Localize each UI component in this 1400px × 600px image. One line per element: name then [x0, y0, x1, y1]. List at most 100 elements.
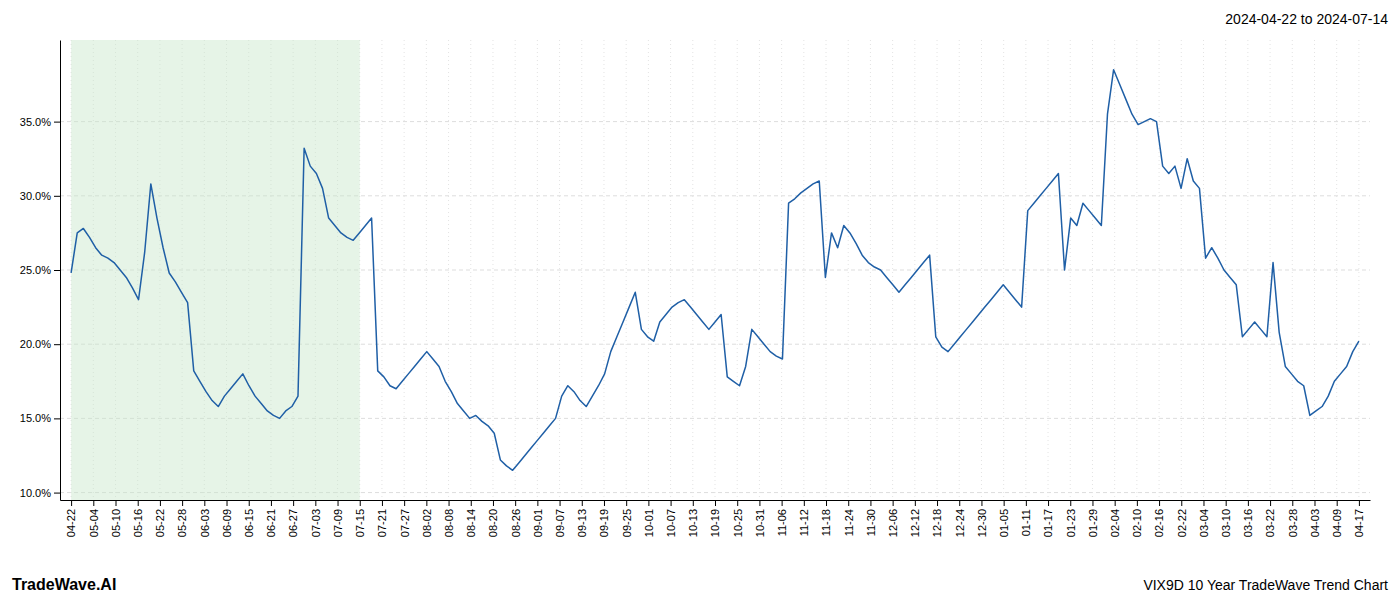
x-tick-mark	[560, 500, 561, 506]
x-tick-label: 10-31	[754, 509, 766, 537]
title: VIX9D 10 Year TradeWave Trend Chart	[1143, 577, 1388, 593]
x-tick-label: 06-15	[243, 509, 255, 537]
grid-line-x	[1070, 40, 1071, 500]
x-tick: 04-03	[1309, 500, 1321, 537]
x-tick: 02-22	[1176, 500, 1188, 537]
y-tick: 30.0%	[20, 190, 60, 202]
x-tick-label: 12-18	[931, 509, 943, 537]
x-tick-label: 11-06	[776, 509, 788, 536]
x-tick-label: 06-09	[221, 509, 233, 537]
x-tick-mark	[604, 500, 605, 506]
grid-line-x	[1292, 40, 1293, 500]
y-tick: 25.0%	[20, 264, 60, 276]
y-tick: 15.0%	[20, 412, 60, 424]
grid-line-x	[1336, 40, 1337, 500]
x-tick-mark	[1159, 500, 1160, 506]
x-tick-mark	[1092, 500, 1093, 506]
grid-line-x	[1358, 40, 1359, 500]
x-tick-label: 01-17	[1042, 509, 1054, 537]
x-tick-mark	[1248, 500, 1249, 506]
grid-line-x	[1003, 40, 1004, 500]
x-tick-label: 02-10	[1131, 509, 1143, 537]
x-tick: 03-04	[1198, 500, 1210, 537]
x-tick-mark	[937, 500, 938, 506]
x-tick: 03-22	[1264, 500, 1276, 537]
grid-line-x	[515, 40, 516, 500]
y-axis-line	[60, 41, 61, 501]
x-tick-label: 12-12	[909, 509, 921, 537]
grid-line-x	[692, 40, 693, 500]
subtitle: 2024-04-22 to 2024-07-14	[1225, 11, 1388, 27]
x-tick-label: 01-05	[998, 509, 1010, 537]
grid-line-x	[914, 40, 915, 500]
line	[71, 70, 1359, 471]
x-tick-mark	[293, 500, 294, 506]
grid-line-x	[892, 40, 893, 500]
x-tick: 09-25	[621, 500, 633, 537]
y-tick-label: 15.0%	[20, 412, 51, 424]
x-tick-label: 09-01	[532, 509, 544, 537]
x-tick-label: 07-03	[310, 509, 322, 537]
x-tick-mark	[515, 500, 516, 506]
x-tick-mark	[404, 500, 405, 506]
x-tick: 08-14	[465, 500, 477, 537]
x-tick-mark	[138, 500, 139, 506]
x-tick-label: 05-16	[132, 509, 144, 537]
x-tick: 06-09	[221, 500, 233, 537]
grid-line-x	[1136, 40, 1137, 500]
annotation: TradeWave.AI	[12, 576, 116, 593]
x-tick: 07-03	[310, 500, 322, 537]
x-tick-label: 03-28	[1287, 509, 1299, 537]
x-tick-mark	[671, 500, 672, 506]
grid-line-x	[426, 40, 427, 500]
grid-line-x	[1203, 40, 1204, 500]
y-tick-mark	[54, 270, 60, 271]
grid-line-x	[603, 40, 604, 500]
x-tick-label: 08-02	[421, 509, 433, 537]
grid-line-x	[537, 40, 538, 500]
x-tick-mark	[1137, 500, 1138, 506]
x-tick-mark	[360, 500, 361, 506]
x-tick-label: 03-16	[1242, 509, 1254, 537]
x-tick-mark	[893, 500, 894, 506]
x-tick-label: 03-10	[1220, 509, 1232, 537]
x-tick-mark	[1115, 500, 1116, 506]
x-tick-mark	[1181, 500, 1182, 506]
x-tick: 12-30	[976, 500, 988, 537]
x-tick: 09-01	[532, 500, 544, 537]
y-tick-label: 30.0%	[20, 190, 51, 202]
x-tick: 10-25	[732, 500, 744, 537]
x-tick-mark	[116, 500, 117, 506]
x-tick-label: 05-28	[176, 509, 188, 537]
x-tick-label: 03-04	[1198, 509, 1210, 537]
grid-line-x	[737, 40, 738, 500]
x-tick-label: 07-27	[399, 509, 411, 537]
y-tick-mark	[54, 493, 60, 494]
x-tick: 11-18	[820, 500, 832, 536]
y-tick-mark	[54, 122, 60, 123]
grid-line-x	[1247, 40, 1248, 500]
x-tick: 05-22	[154, 500, 166, 537]
x-tick-mark	[227, 500, 228, 506]
grid-line-x	[1025, 40, 1026, 500]
x-tick-label: 10-01	[643, 509, 655, 537]
x-tick: 05-16	[132, 500, 144, 537]
x-tick-mark	[160, 500, 161, 506]
x-tick-mark	[1048, 500, 1049, 506]
x-tick: 04-09	[1331, 500, 1343, 537]
grid-line-x	[1092, 40, 1093, 500]
x-tick: 05-28	[176, 500, 188, 537]
x-tick-label: 10-07	[665, 509, 677, 537]
x-tick: 08-26	[510, 500, 522, 537]
x-tick: 09-07	[554, 500, 566, 537]
x-tick-label: 05-04	[88, 509, 100, 537]
x-tick: 10-31	[754, 500, 766, 537]
grid-line-x	[1159, 40, 1160, 500]
x-tick: 07-27	[399, 500, 411, 537]
x-tick-label: 07-09	[332, 509, 344, 537]
grid-line-x	[1314, 40, 1315, 500]
x-tick-mark	[1314, 500, 1315, 506]
x-tick-mark	[959, 500, 960, 506]
x-tick: 10-19	[709, 500, 721, 537]
grid-line-x	[448, 40, 449, 500]
